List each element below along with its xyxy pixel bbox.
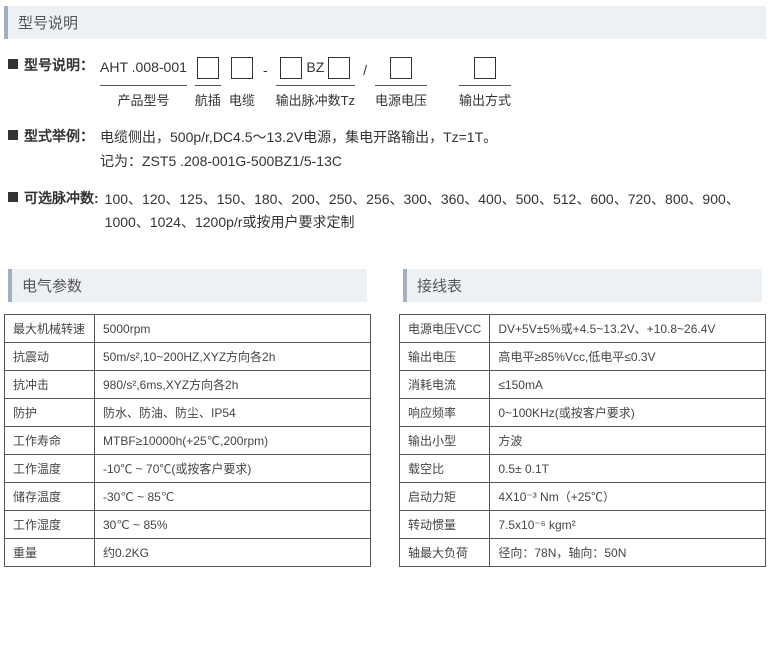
table-cell: 0~100KHz(或按客户要求) xyxy=(490,399,766,427)
table-cell: 响应频率 xyxy=(400,399,490,427)
table-cell: -10℃ ~ 70℃(或按客户要求) xyxy=(95,455,371,483)
table-cell: ≤150mA xyxy=(490,371,766,399)
table-cell: 转动惯量 xyxy=(400,511,490,539)
table-row: 载空比0.5± 0.1T xyxy=(400,455,766,483)
table-cell: 储存温度 xyxy=(5,483,95,511)
bullet-icon xyxy=(8,192,18,202)
box-tz1 xyxy=(280,57,302,79)
table-cell: 抗冲击 xyxy=(5,371,95,399)
table-cell: 电源电压VCC xyxy=(400,315,490,343)
table-cell: 工作湿度 xyxy=(5,511,95,539)
table-cell: 启动力矩 xyxy=(400,483,490,511)
cap-volt: 电源电压 xyxy=(375,90,427,112)
box-out xyxy=(474,57,496,79)
table-row: 轴最大负荷径向：78N，轴向：50N xyxy=(400,539,766,567)
box-plug xyxy=(197,57,219,79)
table-row: 消耗电流≤150mA xyxy=(400,371,766,399)
box-cable xyxy=(231,57,253,79)
table-cell: 高电平≥85%Vcc,低电平≤0.3V xyxy=(490,343,766,371)
table-cell: 载空比 xyxy=(400,455,490,483)
bullet-icon xyxy=(8,59,18,69)
table-cell: 防水、防油、防尘、IP54 xyxy=(95,399,371,427)
table-row: 抗震动50m/s²,10~200HZ,XYZ方向各2h xyxy=(5,343,371,371)
box-tz2 xyxy=(328,57,350,79)
table-cell: DV+5V±5%或+4.5~13.2V、+10.8~26.4V xyxy=(490,315,766,343)
table-row: 抗冲击980/s²,6ms,XYZ方向各2h xyxy=(5,371,371,399)
table-cell: 消耗电流 xyxy=(400,371,490,399)
bullet-icon xyxy=(8,130,18,140)
dash: - xyxy=(263,59,268,83)
section-wire-title: 接线表 xyxy=(403,269,762,302)
table-cell: 980/s²,6ms,XYZ方向各2h xyxy=(95,371,371,399)
table-row: 工作寿命MTBF≥10000h(+25℃,200rpm) xyxy=(5,427,371,455)
section-elec-title: 电气参数 xyxy=(8,269,367,302)
table-cell: 30℃ ~ 85% xyxy=(95,511,371,539)
pulses-label: 可选脉冲数: xyxy=(24,188,99,236)
table-row: 储存温度-30℃ ~ 85℃ xyxy=(5,483,371,511)
model-label: 型号说明： xyxy=(24,55,94,112)
table-cell: 输出电压 xyxy=(400,343,490,371)
table-cell: 输出小型 xyxy=(400,427,490,455)
table-cell: 工作寿命 xyxy=(5,427,95,455)
cap-cable: 电缆 xyxy=(229,90,255,112)
table-cell: MTBF≥10000h(+25℃,200rpm) xyxy=(95,427,371,455)
box-volt xyxy=(390,57,412,79)
table-row: 响应频率0~100KHz(或按客户要求) xyxy=(400,399,766,427)
table-cell: -30℃ ~ 85℃ xyxy=(95,483,371,511)
table-row: 最大机械转速5000rpm xyxy=(5,315,371,343)
model-diagram: AHT .008-001 产品型号 航插 电缆 - BZ 输出脉冲数Tz / xyxy=(100,55,766,112)
table-cell: 径向：78N，轴向：50N xyxy=(490,539,766,567)
table-cell: 抗震动 xyxy=(5,343,95,371)
pulses-text: 100、120、125、150、180、200、250、256、300、360、… xyxy=(105,188,766,236)
table-row: 防护防水、防油、防尘、IP54 xyxy=(5,399,371,427)
elec-table: 最大机械转速5000rpm抗震动50m/s²,10~200HZ,XYZ方向各2h… xyxy=(4,314,371,567)
example-label: 型式举例： xyxy=(24,126,94,174)
table-row: 输出电压高电平≥85%Vcc,低电平≤0.3V xyxy=(400,343,766,371)
table-cell: 防护 xyxy=(5,399,95,427)
section-model-title: 型号说明 xyxy=(4,6,766,39)
cap-tz: 输出脉冲数Tz xyxy=(276,90,355,112)
table-row: 转动惯量7.5x10⁻⁶ kgm² xyxy=(400,511,766,539)
table-cell: 50m/s²,10~200HZ,XYZ方向各2h xyxy=(95,343,371,371)
table-row: 输出小型方波 xyxy=(400,427,766,455)
table-cell: 重量 xyxy=(5,539,95,567)
wire-table: 电源电压VCCDV+5V±5%或+4.5~13.2V、+10.8~26.4V输出… xyxy=(399,314,766,567)
example-line1: 电缆侧出，500p/r,DC4.5～13.2V电源，集电开路输出，Tz=1T。 xyxy=(100,126,766,150)
table-cell: 轴最大负荷 xyxy=(400,539,490,567)
model-base: AHT .008-001 xyxy=(100,55,187,81)
example-block: 型式举例： 电缆侧出，500p/r,DC4.5～13.2V电源，集电开路输出，T… xyxy=(0,122,770,184)
cap-base: 产品型号 xyxy=(117,90,169,112)
table-cell: 最大机械转速 xyxy=(5,315,95,343)
table-cell: 7.5x10⁻⁶ kgm² xyxy=(490,511,766,539)
table-row: 启动力矩4X10⁻³ Nm（+25℃） xyxy=(400,483,766,511)
table-cell: 0.5± 0.1T xyxy=(490,455,766,483)
table-cell: 约0.2KG xyxy=(95,539,371,567)
table-row: 重量约0.2KG xyxy=(5,539,371,567)
table-cell: 5000rpm xyxy=(95,315,371,343)
table-cell: 工作温度 xyxy=(5,455,95,483)
table-row: 电源电压VCCDV+5V±5%或+4.5~13.2V、+10.8~26.4V xyxy=(400,315,766,343)
model-block: 型号说明： AHT .008-001 产品型号 航插 电缆 - BZ xyxy=(0,51,770,122)
table-row: 工作温度-10℃ ~ 70℃(或按客户要求) xyxy=(5,455,371,483)
cap-plug: 航插 xyxy=(195,90,221,112)
pulses-block: 可选脉冲数: 100、120、125、150、180、200、250、256、3… xyxy=(0,184,770,246)
example-line2: 记为：ZST5 .208-001G-500BZ1/5-13C xyxy=(100,150,766,174)
mid-bz: BZ xyxy=(306,56,324,80)
table-cell: 4X10⁻³ Nm（+25℃） xyxy=(490,483,766,511)
table-row: 工作湿度30℃ ~ 85% xyxy=(5,511,371,539)
slash: / xyxy=(363,59,367,83)
table-cell: 方波 xyxy=(490,427,766,455)
cap-out: 输出方式 xyxy=(459,90,511,112)
